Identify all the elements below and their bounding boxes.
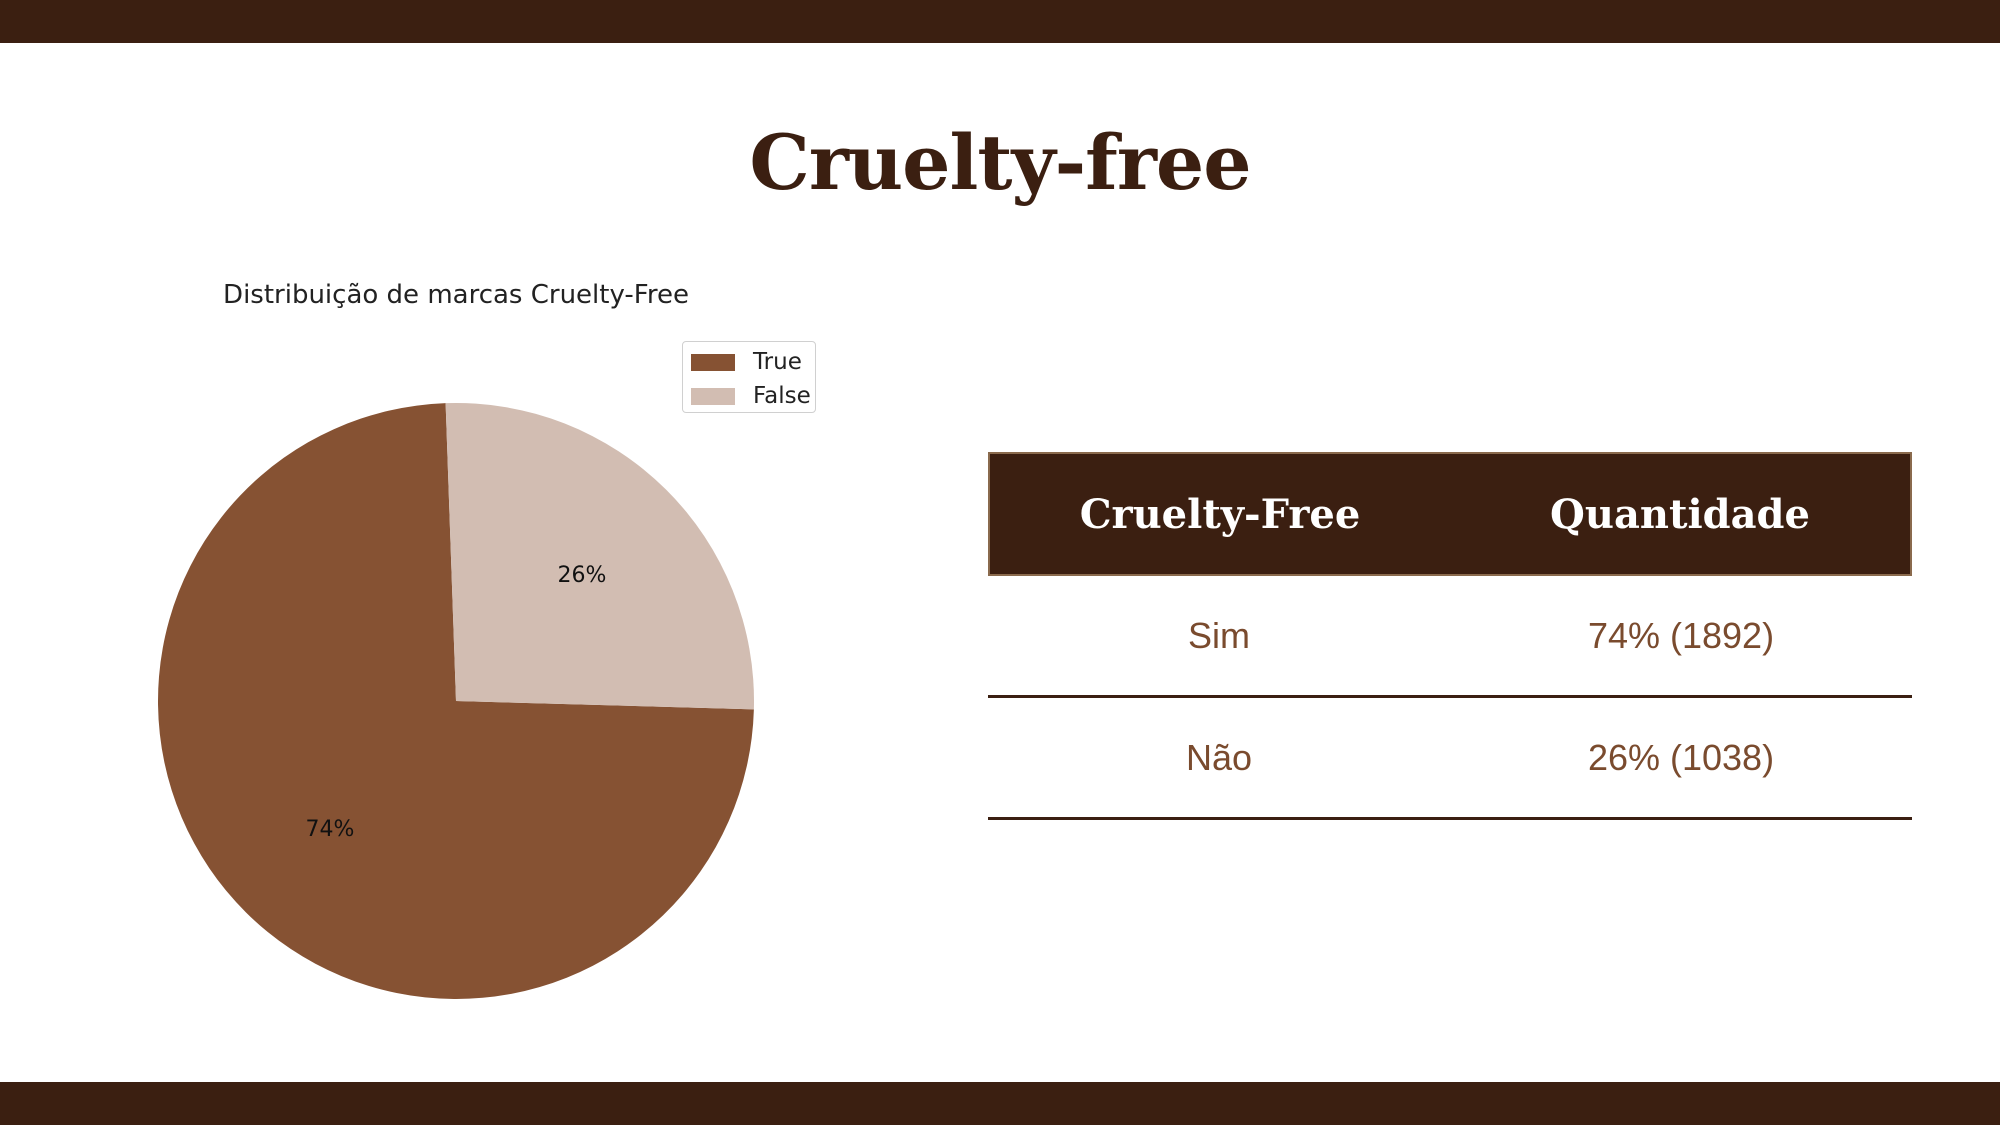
cell-nao: Não xyxy=(1185,736,1253,778)
legend-item-true: True xyxy=(691,348,802,376)
pie-label-true: 74% xyxy=(306,817,355,842)
page-title: Cruelty-free xyxy=(749,118,1251,207)
legend-swatch-false xyxy=(691,387,735,405)
chart-title: Distribuição de marcas Cruelty-Free xyxy=(223,280,689,310)
pie-chart-canvas: 74% 26% xyxy=(157,403,754,999)
cell-nao-quantity: 26% (1038) xyxy=(1587,736,1775,778)
table-row: Não 26% (1038) xyxy=(988,698,1912,820)
chart-legend: True False xyxy=(682,341,816,413)
legend-label-true: True xyxy=(753,349,802,375)
pie-slice-true xyxy=(157,403,754,999)
legend-swatch-true xyxy=(691,353,735,371)
cell-sim-quantity: 74% (1892) xyxy=(1587,614,1775,656)
table-row: Sim 74% (1892) xyxy=(988,576,1912,698)
pie-slice-false xyxy=(445,403,754,710)
header-cruelty-free: Cruelty-Free xyxy=(1079,490,1361,538)
bottom-bar xyxy=(0,1082,2000,1125)
legend-item-false: False xyxy=(691,382,811,410)
pie-label-false: 26% xyxy=(558,563,607,588)
top-bar xyxy=(0,0,2000,43)
cell-sim: Sim xyxy=(1188,614,1250,656)
pie-chart: Distribuição de marcas Cruelty-Free 74% 2… xyxy=(0,260,900,1020)
legend-label-false: False xyxy=(753,383,811,409)
cruelty-free-table: Cruelty-Free Quantidade Sim 74% (1892) N… xyxy=(988,452,1912,820)
header-quantidade: Quantidade xyxy=(1550,490,1810,538)
table-header: Cruelty-Free Quantidade xyxy=(988,452,1912,576)
